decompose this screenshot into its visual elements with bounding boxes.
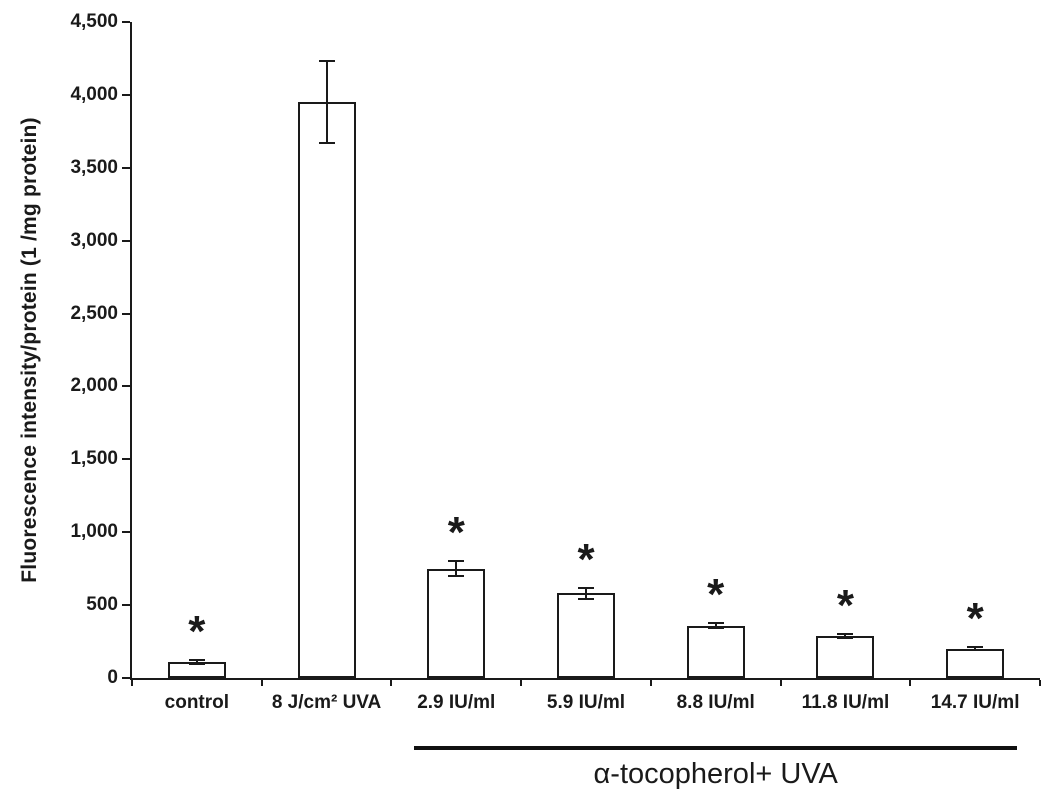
x-tick-mark [909, 680, 912, 686]
y-tick-label: 2,000 [70, 375, 118, 397]
y-axis-line [130, 22, 132, 680]
x-tick-mark [390, 680, 393, 686]
y-tick-label: 4,500 [70, 11, 118, 32]
x-tick-label: 11.8 IU/ml [801, 692, 890, 713]
error-bar-cap-bottom [448, 574, 465, 577]
x-tick-mark [260, 680, 263, 686]
error-bar-line [585, 588, 587, 599]
error-bar-cap-bottom [707, 627, 724, 630]
error-bar-cap-top [318, 60, 335, 63]
x-axis-line [130, 678, 1040, 680]
x-tick-label: 8.8 IU/ml [676, 692, 755, 713]
x-tick-mark [649, 680, 652, 686]
x-tick-label: 14.7 IU/ml [930, 692, 1020, 713]
significance-marker: * [836, 580, 854, 630]
x-tick-mark [1039, 680, 1041, 686]
error-bar-line [195, 659, 198, 665]
bar [297, 102, 356, 678]
y-tick-label: 0 [107, 667, 118, 688]
significance-marker: * [188, 606, 206, 656]
x-tick-mark [131, 680, 133, 686]
error-bar-cap-top [578, 587, 594, 590]
y-tick-label: 500 [86, 594, 118, 616]
y-tick-mark [122, 166, 130, 169]
error-bar-line [974, 647, 977, 651]
y-tick-label: 2,500 [70, 302, 118, 324]
bar [557, 593, 615, 678]
y-tick-mark [122, 21, 130, 23]
error-bar-cap-top [837, 632, 854, 635]
error-bar-cap-top [707, 621, 724, 624]
y-tick-mark [122, 93, 130, 96]
y-tick-label: 1,500 [70, 448, 118, 470]
y-tick-label: 4,000 [70, 83, 118, 105]
bar [816, 635, 875, 678]
y-tick-mark [122, 312, 130, 315]
bar [946, 648, 1005, 678]
significance-marker: * [966, 594, 984, 644]
y-tick-mark [122, 458, 130, 461]
error-bar-line [325, 61, 328, 143]
y-tick-label: 3,000 [70, 229, 118, 251]
error-bar-line [714, 622, 717, 629]
x-tick-label: 5.9 IU/ml [546, 692, 626, 713]
significance-marker: * [447, 508, 465, 558]
y-axis-title: Fluorescence intensity/protein (1 /mg pr… [18, 117, 41, 583]
x-tick-label: control [164, 692, 230, 713]
error-bar-cap-bottom [578, 597, 594, 600]
error-bar-cap-bottom [318, 141, 335, 144]
x-tick-mark [520, 680, 523, 686]
error-bar-cap-top [967, 646, 984, 649]
error-bar-line [844, 633, 847, 638]
y-tick-mark [122, 677, 130, 679]
bar [427, 568, 486, 678]
error-bar-cap-bottom [967, 649, 984, 652]
y-tick-label: 1,000 [70, 521, 118, 543]
error-bar-line [455, 561, 458, 576]
group-annotation-label: α-tocopherol+ UVA [593, 758, 838, 790]
error-bar-cap-bottom [188, 663, 205, 666]
y-tick-label: 3,500 [70, 156, 118, 178]
error-bar-cap-bottom [837, 636, 854, 639]
bar [686, 625, 745, 678]
error-bar-cap-top [188, 658, 205, 661]
y-tick-mark [122, 604, 130, 607]
y-tick-mark [122, 385, 130, 388]
significance-marker: * [577, 535, 595, 585]
group-annotation-line [414, 746, 1018, 750]
x-tick-label: 2.9 IU/ml [417, 692, 496, 713]
y-tick-mark [122, 239, 130, 242]
error-bar-cap-top [448, 560, 465, 563]
x-tick-label: 8 J/cm² UVA [271, 692, 382, 713]
y-tick-mark [122, 531, 130, 534]
significance-marker: * [707, 569, 725, 619]
x-tick-mark [779, 680, 782, 686]
